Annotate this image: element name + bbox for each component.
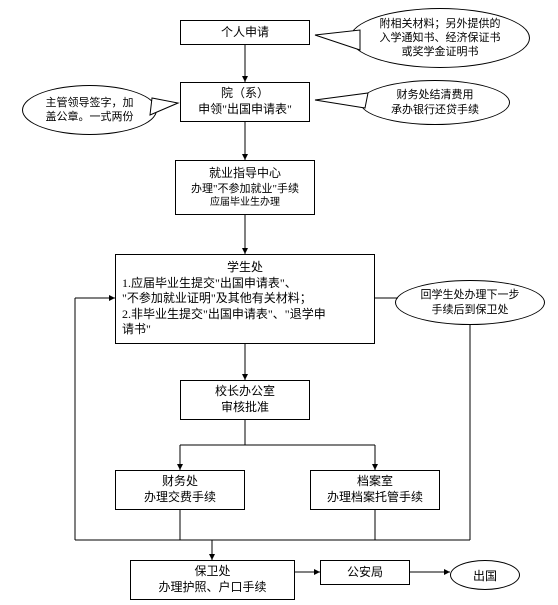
node-employment-center: 就业指导中心 办理"不参加就业"手续 应届毕业生办理 — [175, 160, 315, 215]
callout-return-student: 回学生处办理下一步 手续后到保卫处 — [395, 280, 545, 325]
callout-text: 财务处结清费用 — [397, 88, 474, 102]
node-small-text: 应届毕业生办理 — [210, 196, 280, 209]
callout-text: 入学通知书、经济保证书 — [380, 31, 501, 45]
node-body: 1.应届毕业生提交"出国申请表"、 — [122, 276, 297, 292]
node-text: 档案室 — [357, 474, 393, 490]
callout-text: 承办银行还贷手续 — [391, 103, 479, 117]
node-text: 审核批准 — [221, 400, 269, 416]
node-text: 保卫处 — [194, 564, 230, 580]
callout-text: 盖公章。一式两份 — [46, 110, 134, 124]
callout-materials: 附相关材料；另外提供的 入学通知书、经济保证书 或奖学金证明书 — [350, 8, 530, 68]
node-final-abroad: 出国 — [450, 560, 520, 590]
callout-finance-clear: 财务处结清费用 承办银行还贷手续 — [360, 80, 510, 125]
node-text: 办理交费手续 — [144, 490, 216, 506]
node-text: 院（系） — [221, 86, 269, 102]
node-text: 校长办公室 — [215, 384, 275, 400]
callout-leader-sign: 主管领导签字，加 盖公章。一式两份 — [22, 85, 157, 135]
callout-text: 回学生处办理下一步 — [421, 288, 520, 302]
node-text: 办理护照、户口手续 — [158, 580, 266, 596]
callout-text: 手续后到保卫处 — [432, 303, 509, 317]
node-text: 财务处 — [162, 474, 198, 490]
node-department: 院（系） 申领"出国申请表" — [180, 82, 310, 122]
node-body: 请书" — [122, 322, 151, 338]
callout-text: 附相关材料；另外提供的 — [380, 17, 501, 31]
node-body: 2.非毕业生提交"出国申请表"、"退学申 — [122, 307, 326, 323]
node-archives: 档案室 办理档案托管手续 — [310, 470, 440, 510]
node-text: 办理档案托管手续 — [327, 490, 423, 506]
node-heading: 学生处 — [227, 260, 263, 276]
node-student-affairs: 学生处 1.应届毕业生提交"出国申请表"、 "不参加就业证明"及其他有关材料； … — [115, 254, 375, 344]
node-text: 公安局 — [347, 565, 383, 581]
callout-text: 或奖学金证明书 — [402, 45, 479, 59]
node-text: 就业指导中心 — [209, 166, 281, 182]
node-text: 办理"不参加就业"手续 — [191, 182, 299, 196]
node-finance: 财务处 办理交费手续 — [115, 470, 245, 510]
node-personal-apply: 个人申请 — [180, 20, 310, 45]
node-body: "不参加就业证明"及其他有关材料； — [122, 291, 312, 307]
node-text: 申领"出国申请表" — [198, 102, 292, 118]
node-police: 公安局 — [320, 560, 410, 585]
callout-text: 主管领导签字，加 — [46, 96, 134, 110]
node-security: 保卫处 办理护照、户口手续 — [130, 560, 295, 600]
node-president-office: 校长办公室 审核批准 — [180, 380, 310, 420]
node-text: 个人申请 — [221, 25, 269, 41]
final-text: 出国 — [473, 567, 497, 584]
